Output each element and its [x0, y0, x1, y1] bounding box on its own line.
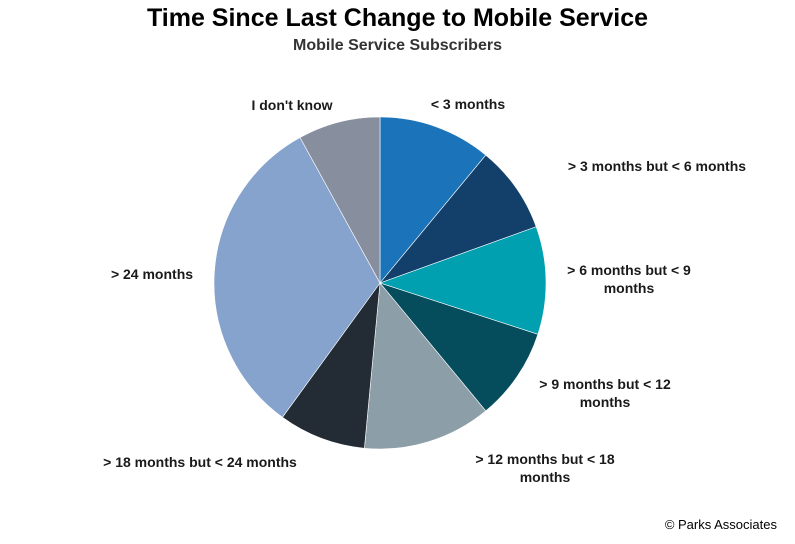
pie-slice	[379, 154, 537, 284]
chart-subtitle: Mobile Service Subscribers	[293, 37, 502, 54]
pie-slice	[213, 137, 381, 418]
pie-slice	[379, 116, 487, 284]
pie-slice	[364, 282, 487, 450]
slice-label: > 18 months but < 24 months	[103, 454, 297, 470]
chart-title: Time Since Last Change to Mobile Service	[146, 4, 649, 32]
pie-slice	[379, 282, 539, 412]
slice-label: > 12 months but < 18 months	[475, 451, 614, 485]
slice-label: < 3 months	[431, 96, 506, 112]
slice-label: > 24 months	[111, 266, 193, 282]
source-credit: © Parks Associates	[664, 517, 777, 532]
slice-label: > 9 months but < 12 months	[539, 376, 671, 410]
slice-label: > 6 months but < 9 months	[567, 262, 691, 296]
pie-slice	[379, 226, 547, 335]
slice-label: I don't know	[251, 97, 332, 113]
pie-slice	[299, 116, 381, 284]
pie-slice	[282, 281, 381, 449]
slice-label: > 3 months but < 6 months	[568, 158, 746, 174]
